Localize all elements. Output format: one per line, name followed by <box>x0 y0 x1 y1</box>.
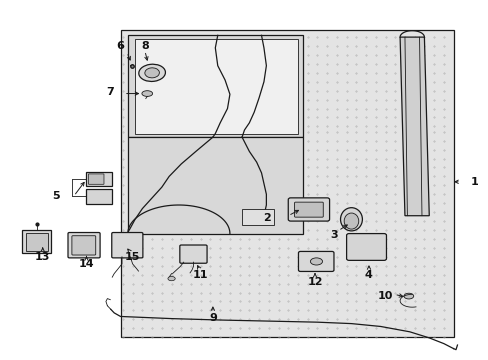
Text: 12: 12 <box>306 277 322 287</box>
Text: 4: 4 <box>364 270 372 280</box>
Text: 7: 7 <box>106 87 113 98</box>
Polygon shape <box>127 137 302 234</box>
Polygon shape <box>127 35 302 137</box>
Text: 1: 1 <box>469 177 477 187</box>
Text: 5: 5 <box>52 191 60 201</box>
FancyBboxPatch shape <box>287 198 329 221</box>
Ellipse shape <box>310 258 322 265</box>
Ellipse shape <box>144 68 159 78</box>
Text: 2: 2 <box>263 212 271 222</box>
Ellipse shape <box>139 64 165 81</box>
Polygon shape <box>399 37 428 216</box>
FancyBboxPatch shape <box>112 233 142 258</box>
Text: 11: 11 <box>193 270 208 280</box>
FancyBboxPatch shape <box>22 230 51 253</box>
Text: 14: 14 <box>79 259 94 269</box>
Ellipse shape <box>142 91 152 96</box>
Ellipse shape <box>340 208 362 231</box>
FancyBboxPatch shape <box>242 208 273 225</box>
Polygon shape <box>120 30 453 337</box>
Text: 3: 3 <box>330 230 338 240</box>
FancyBboxPatch shape <box>85 189 112 204</box>
FancyBboxPatch shape <box>294 202 323 217</box>
Text: 6: 6 <box>116 41 124 51</box>
Text: 8: 8 <box>141 41 148 51</box>
Polygon shape <box>135 39 297 134</box>
Text: 15: 15 <box>125 252 140 262</box>
FancyBboxPatch shape <box>68 233 100 258</box>
Text: 10: 10 <box>377 291 392 301</box>
FancyBboxPatch shape <box>298 251 333 271</box>
Text: 13: 13 <box>35 252 50 262</box>
FancyBboxPatch shape <box>72 236 96 255</box>
Ellipse shape <box>403 293 413 299</box>
Ellipse shape <box>344 213 358 229</box>
FancyBboxPatch shape <box>346 234 386 260</box>
FancyBboxPatch shape <box>180 245 206 263</box>
Ellipse shape <box>167 276 175 281</box>
FancyBboxPatch shape <box>26 233 47 251</box>
Text: 9: 9 <box>208 312 216 323</box>
FancyBboxPatch shape <box>88 174 104 184</box>
FancyBboxPatch shape <box>85 172 112 186</box>
